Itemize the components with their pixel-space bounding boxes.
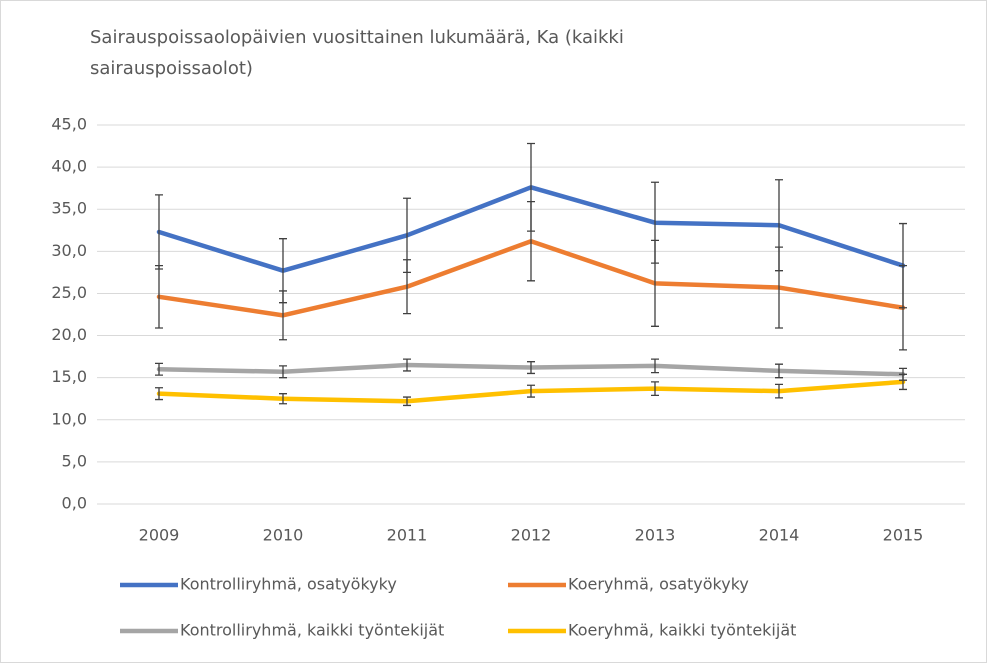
- legend-label: Koeryhmä, kaikki työntekijät: [568, 621, 796, 640]
- error-bar: [155, 265, 163, 329]
- error-bar: [775, 246, 783, 329]
- error-bar: [527, 200, 535, 282]
- error-bar: [899, 265, 907, 351]
- error-bar: [527, 384, 535, 398]
- error-bar: [403, 396, 411, 407]
- x-tick-label: 2013: [635, 526, 676, 545]
- y-tick-label: 5,0: [62, 451, 87, 470]
- x-tick-label: 2012: [511, 526, 552, 545]
- x-tick-label: 2011: [387, 526, 428, 545]
- y-tick-label: 25,0: [51, 283, 87, 302]
- error-bar: [775, 363, 783, 379]
- error-bar: [651, 381, 659, 397]
- chart-title: Sairauspoissaolopäivien vuosittainen luk…: [90, 27, 624, 79]
- y-tick-label: 35,0: [51, 199, 87, 218]
- error-bar: [651, 239, 659, 327]
- x-tick-label: 2014: [759, 526, 800, 545]
- error-bar: [775, 383, 783, 399]
- x-tick-label: 2015: [883, 526, 924, 545]
- y-tick-label: 20,0: [51, 325, 87, 344]
- y-tick-label: 10,0: [51, 409, 87, 428]
- legend-label: Kontrolliryhmä, osatyökyky: [180, 575, 397, 594]
- error-bar: [527, 361, 535, 375]
- error-bar: [155, 362, 163, 376]
- legend-label: Kontrolliryhmä, kaikki työntekijät: [180, 621, 444, 640]
- error-bar: [155, 387, 163, 401]
- y-tick-label: 30,0: [51, 241, 87, 260]
- error-bar: [279, 290, 287, 341]
- error-bar: [403, 259, 411, 315]
- error-bar: [651, 358, 659, 374]
- y-tick-label: 0,0: [62, 494, 87, 513]
- x-tick-label: 2009: [139, 526, 180, 545]
- error-bar: [279, 365, 287, 379]
- y-tick-label: 45,0: [51, 115, 87, 134]
- legend-label: Koeryhmä, osatyökyky: [568, 575, 749, 594]
- y-tick-label: 15,0: [51, 367, 87, 386]
- y-tick-label: 40,0: [51, 157, 87, 176]
- error-bar: [899, 373, 907, 391]
- x-tick-label: 2010: [263, 526, 304, 545]
- error-bar: [403, 358, 411, 372]
- error-bar: [279, 393, 287, 405]
